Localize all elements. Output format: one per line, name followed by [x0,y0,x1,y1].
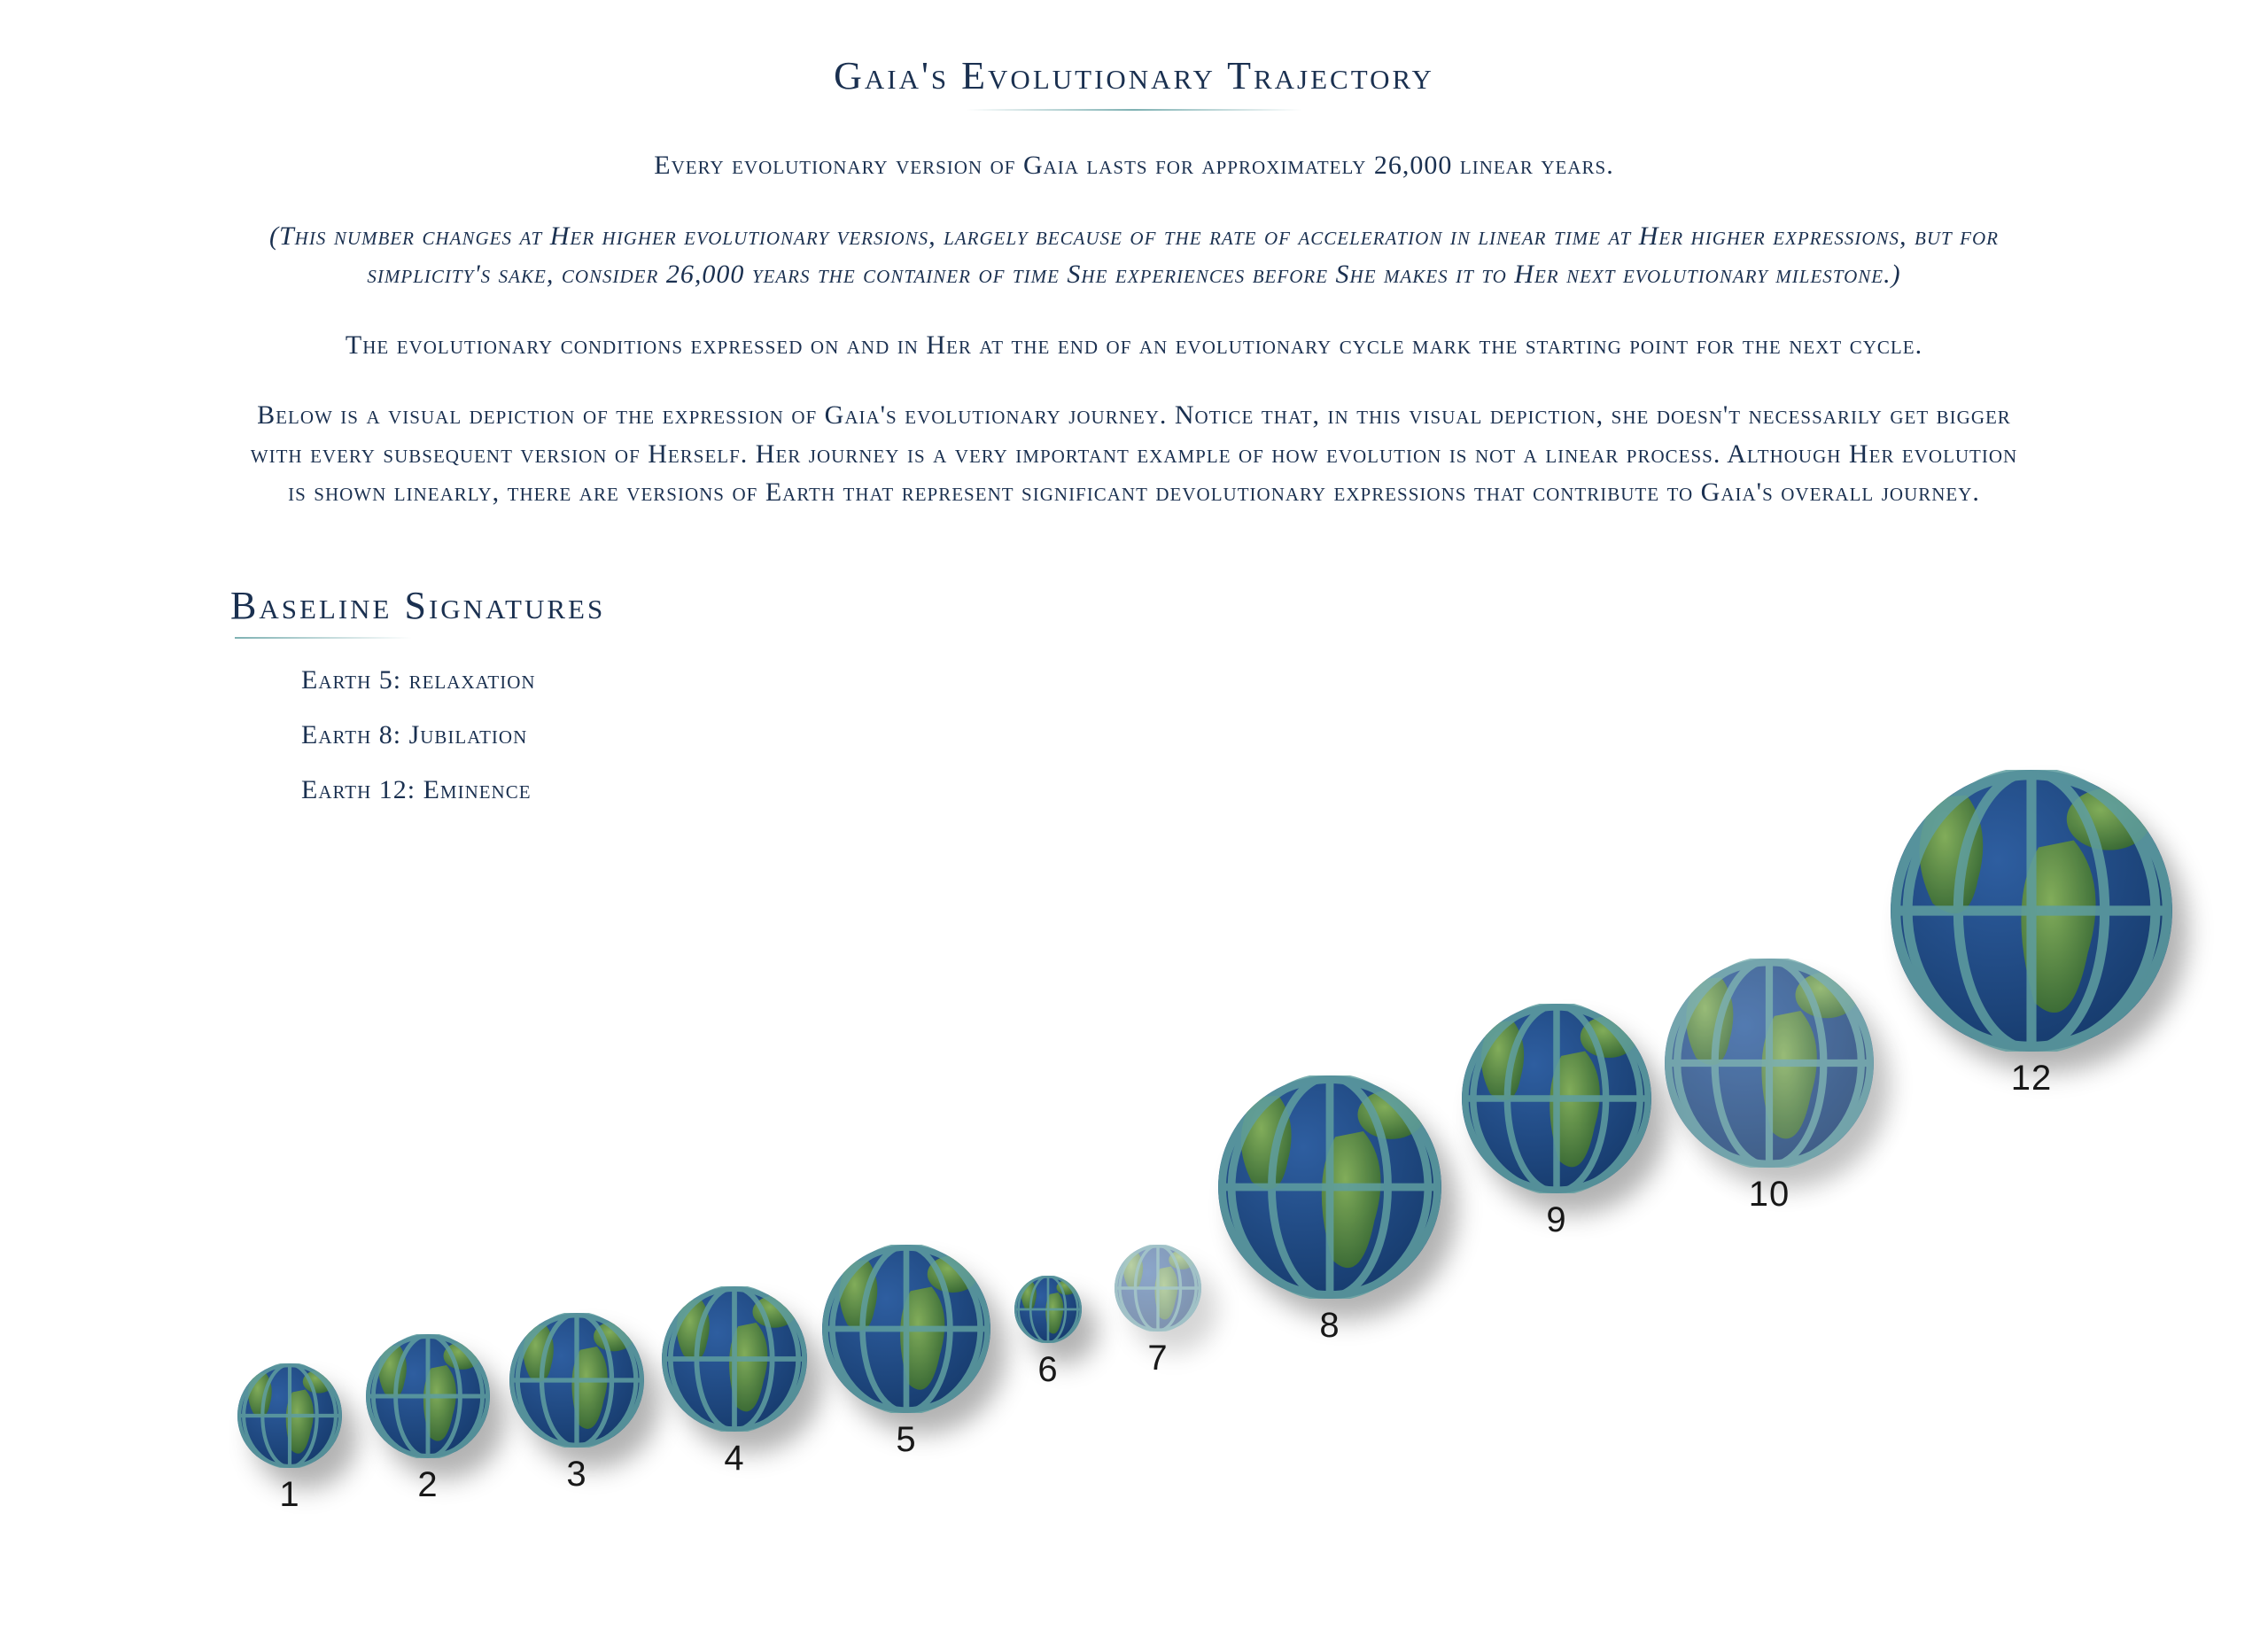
signature-label: Earth 12: [301,775,416,804]
main-title: Gaia's Evolutionary Trajectory [195,53,2073,98]
signature-label: Earth 5: [301,665,401,695]
intro-paragraph-1: Every evolutionary version of Gaia lasts… [239,146,2029,185]
signature-value: relaxation [409,665,536,695]
intro-paragraph-4: Below is a visual depiction of the expre… [239,396,2029,512]
page: Gaia's Evolutionary Trajectory Every evo… [0,0,2268,1646]
baseline-underline [235,637,412,639]
signature-item: Earth 8: Jubilation [301,720,2073,750]
intro-paragraph-3: The evolutionary conditions expressed on… [239,326,2029,365]
signatures-list: Earth 5: relaxation Earth 8: Jubilation … [301,665,2073,805]
intro-paragraph-2: (This number changes at Her higher evolu… [239,217,2029,294]
signature-label: Earth 8: [301,720,401,749]
baseline-title: Baseline Signatures [230,583,2073,628]
signature-item: Earth 5: relaxation [301,665,2073,695]
title-underline [966,109,1302,111]
signature-item: Earth 12: Eminence [301,775,2073,805]
signature-value: Eminence [423,775,532,804]
signature-value: Jubilation [409,720,528,749]
